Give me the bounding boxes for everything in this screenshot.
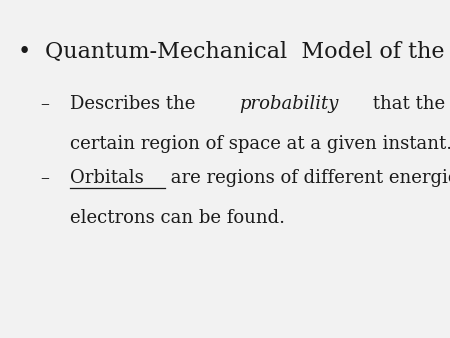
Text: –: –	[40, 95, 50, 113]
Text: Quantum-Mechanical  Model of the Atom: Quantum-Mechanical Model of the Atom	[45, 41, 450, 63]
Text: probability: probability	[239, 95, 338, 113]
Text: Describes the: Describes the	[70, 95, 201, 113]
Text: certain region of space at a given instant.: certain region of space at a given insta…	[70, 135, 450, 152]
Text: electrons can be found.: electrons can be found.	[70, 209, 285, 227]
Text: –: –	[40, 169, 50, 187]
Text: Orbitals: Orbitals	[70, 169, 144, 187]
Text: are regions of different energies where the: are regions of different energies where …	[165, 169, 450, 187]
Text: •: •	[18, 41, 31, 63]
Text: that the electron will be in a: that the electron will be in a	[367, 95, 450, 113]
